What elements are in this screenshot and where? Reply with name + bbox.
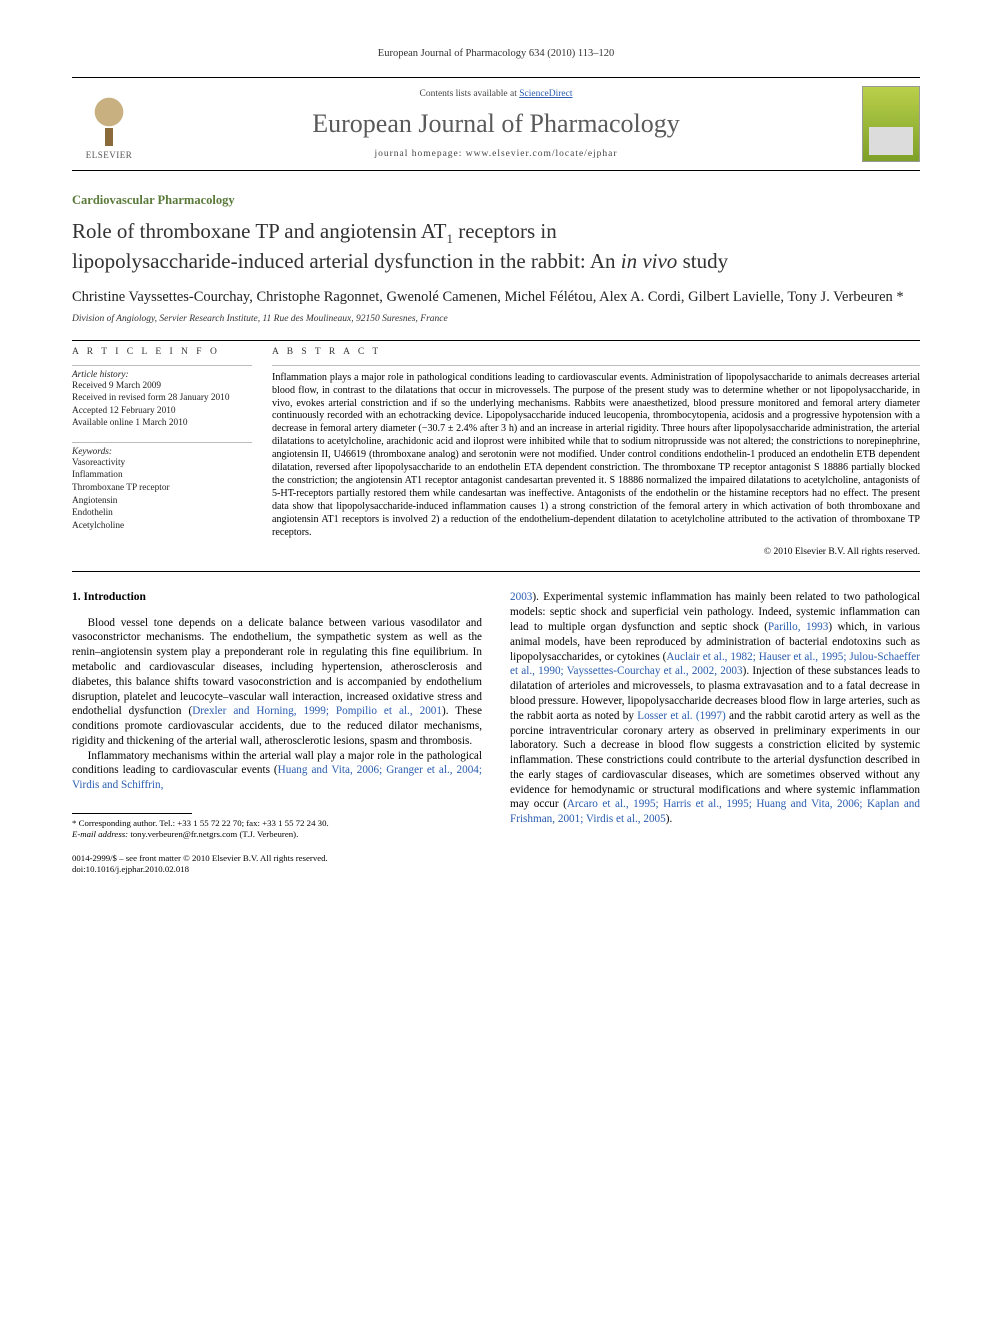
homepage-prefix: journal homepage: xyxy=(374,149,465,159)
publisher-name: ELSEVIER xyxy=(86,150,133,160)
footnote-email-label: E-mail address: xyxy=(72,829,128,839)
elsevier-tree-icon xyxy=(79,88,139,148)
doi-line: doi:10.1016/j.ejphar.2010.02.018 xyxy=(72,864,482,875)
publisher-logo-block: ELSEVIER xyxy=(72,88,146,160)
citation-link[interactable]: Losser et al. (1997) xyxy=(637,710,725,722)
abstract-column: A B S T R A C T Inflammation plays a maj… xyxy=(272,347,920,558)
history-line: Accepted 12 February 2010 xyxy=(72,405,252,418)
title-part-1: Role of thromboxane TP and angiotensin A… xyxy=(72,219,446,243)
front-matter-line: 0014-2999/$ – see front matter © 2010 El… xyxy=(72,853,482,864)
corresponding-author-mark: * xyxy=(896,289,903,305)
corresponding-author-footnote: * Corresponding author. Tel.: +33 1 55 7… xyxy=(72,818,482,841)
sciencedirect-link[interactable]: ScienceDirect xyxy=(519,89,572,99)
body-column-left: 1. Introduction Blood vessel tone depend… xyxy=(72,590,482,875)
citation-link[interactable]: Parillo, 1993 xyxy=(768,621,828,633)
citation-link[interactable]: Arcaro et al., 1995; Harris et al., 1995… xyxy=(510,798,920,825)
body-text: and the rabbit carotid artery as well as… xyxy=(510,710,920,811)
body-two-column: 1. Introduction Blood vessel tone depend… xyxy=(72,590,920,875)
author-list: Christine Vayssettes-Courchay, Christoph… xyxy=(72,289,920,306)
article-section-label: Cardiovascular Pharmacology xyxy=(72,193,920,208)
history-line: Received 9 March 2009 xyxy=(72,380,252,393)
citation-link[interactable]: 2003 xyxy=(510,591,532,603)
article-history-block: Article history: Received 9 March 2009 R… xyxy=(72,365,252,430)
title-part-2: lipopolysaccharide-induced arterial dysf… xyxy=(72,249,621,273)
keyword: Inflammation xyxy=(72,469,252,482)
body-column-right: 2003). Experimental systemic inflammatio… xyxy=(510,590,920,875)
footnote-corr-label: * Corresponding author. xyxy=(72,818,159,828)
masthead: ELSEVIER Contents lists available at Sci… xyxy=(72,77,920,171)
footnote-corr-text: Tel.: +33 1 55 72 22 70; fax: +33 1 55 7… xyxy=(159,818,328,828)
contents-prefix: Contents lists available at xyxy=(419,89,519,99)
doi-block: 0014-2999/$ – see front matter © 2010 El… xyxy=(72,853,482,876)
section-heading-introduction: 1. Introduction xyxy=(72,590,482,605)
title-part-1-cont: receptors in xyxy=(453,219,557,243)
homepage-url: www.elsevier.com/locate/ejphar xyxy=(466,149,618,159)
title-part-2-cont: study xyxy=(677,249,728,273)
journal-title: European Journal of Pharmacology xyxy=(146,109,846,139)
divider-bottom xyxy=(72,571,920,572)
abstract-copyright: © 2010 Elsevier B.V. All rights reserved… xyxy=(272,547,920,557)
running-head: European Journal of Pharmacology 634 (20… xyxy=(72,48,920,59)
footnote-email-value: tony.verbeuren@fr.netgrs.com xyxy=(128,829,239,839)
keyword: Acetylcholine xyxy=(72,520,252,533)
divider-top xyxy=(72,340,920,341)
title-italic: in vivo xyxy=(621,249,678,273)
footnote-separator xyxy=(72,813,192,814)
journal-cover-thumbnail xyxy=(862,86,920,162)
authors-text: Christine Vayssettes-Courchay, Christoph… xyxy=(72,289,896,305)
history-label: Article history: xyxy=(72,370,252,380)
article-info-head: A R T I C L E I N F O xyxy=(72,347,252,357)
journal-homepage-line: journal homepage: www.elsevier.com/locat… xyxy=(146,149,846,159)
abstract-text: Inflammation plays a major role in patho… xyxy=(272,372,920,540)
article-info-column: A R T I C L E I N F O Article history: R… xyxy=(72,347,272,558)
keyword: Vasoreactivity xyxy=(72,457,252,470)
affiliation: Division of Angiology, Servier Research … xyxy=(72,314,920,324)
keyword: Angiotensin xyxy=(72,495,252,508)
article-title: Role of thromboxane TP and angiotensin A… xyxy=(72,218,920,275)
keywords-label: Keywords: xyxy=(72,447,252,457)
body-text: ). xyxy=(666,813,673,825)
keyword: Thromboxane TP receptor xyxy=(72,482,252,495)
footnote-email-who: (T.J. Verbeuren). xyxy=(239,829,298,839)
body-text: Blood vessel tone depends on a delicate … xyxy=(72,617,482,718)
contents-available-line: Contents lists available at ScienceDirec… xyxy=(146,89,846,99)
keyword: Endothelin xyxy=(72,507,252,520)
history-line: Received in revised form 28 January 2010 xyxy=(72,392,252,405)
citation-link[interactable]: Drexler and Horning, 1999; Pompilio et a… xyxy=(192,705,442,717)
history-line: Available online 1 March 2010 xyxy=(72,417,252,430)
keywords-block: Keywords: Vasoreactivity Inflammation Th… xyxy=(72,442,252,532)
abstract-head: A B S T R A C T xyxy=(272,347,920,357)
